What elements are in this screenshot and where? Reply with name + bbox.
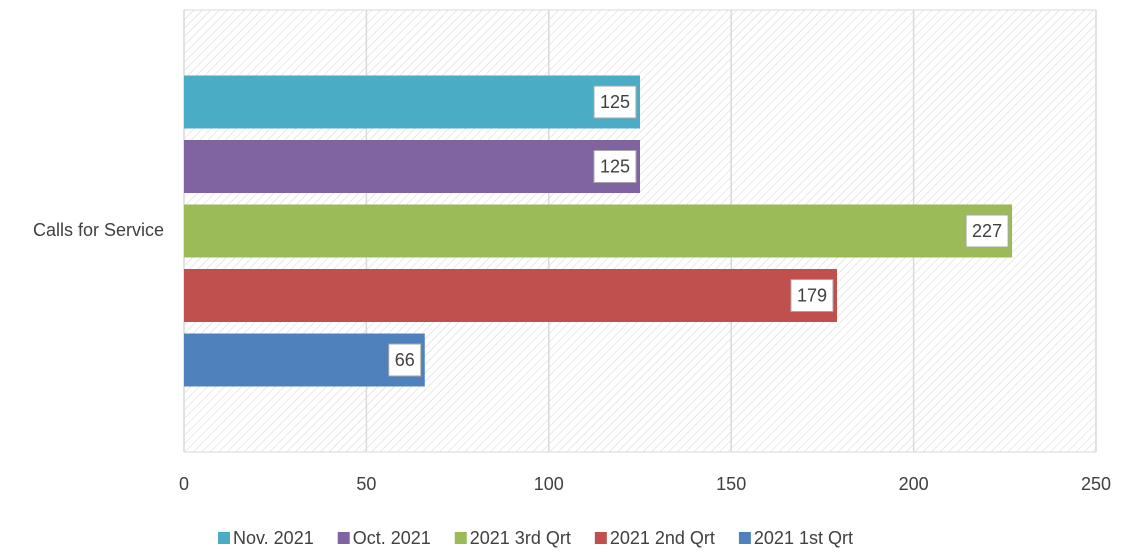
bar — [184, 333, 425, 387]
bar — [184, 204, 1013, 258]
data-label-box — [593, 85, 637, 119]
legend-swatch — [738, 532, 751, 544]
x-tick-label: 0 — [179, 474, 189, 494]
data-label-box — [965, 214, 1009, 248]
data-label-box — [790, 279, 834, 312]
legend-swatch — [594, 532, 607, 544]
legend-label: 2021 2nd Qrt — [610, 528, 715, 548]
data-label: 125 — [600, 92, 630, 112]
legend-swatch — [454, 532, 467, 544]
y-tick-label: Calls for Service — [33, 220, 164, 240]
data-label: 179 — [797, 285, 827, 305]
legend-label: Nov. 2021 — [233, 528, 314, 548]
bar — [184, 75, 640, 129]
data-label: 125 — [600, 156, 630, 176]
x-tick-label: 100 — [534, 474, 564, 494]
bar — [184, 269, 837, 322]
legend-label: Oct. 2021 — [353, 528, 431, 548]
data-label: 66 — [395, 350, 415, 370]
bar — [184, 140, 640, 193]
data-label-box — [593, 150, 637, 183]
x-tick-label: 50 — [356, 474, 376, 494]
legend-label: 2021 1st Qrt — [754, 528, 853, 548]
data-label-box — [388, 343, 422, 377]
legend-swatch — [218, 532, 230, 544]
x-tick-label: 150 — [716, 474, 746, 494]
data-label: 227 — [972, 221, 1002, 241]
legend-label: 2021 3rd Qrt — [470, 528, 571, 548]
x-tick-label: 200 — [899, 474, 929, 494]
legend-swatch — [337, 532, 350, 544]
x-tick-label: 250 — [1081, 474, 1111, 494]
